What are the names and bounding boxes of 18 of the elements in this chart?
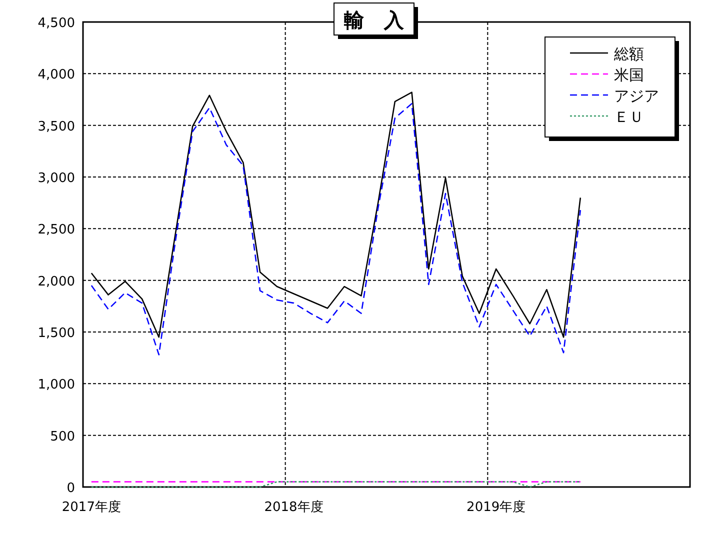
legend-label: 総額 (613, 45, 644, 63)
x-tick-label: 2019年度 (466, 499, 526, 515)
y-tick-label: 1,500 (38, 326, 75, 341)
y-tick-label: 4,000 (38, 68, 75, 83)
y-tick-label: 0 (66, 481, 75, 496)
y-tick-label: 3,000 (38, 171, 75, 186)
legend-label: ＥＵ (614, 108, 644, 126)
legend-label: アジア (614, 87, 659, 105)
y-tick-label: 500 (50, 429, 75, 444)
x-tick-label: 2017年度 (62, 499, 121, 515)
y-tick-label: 4,500 (38, 16, 75, 31)
y-tick-label: 2,000 (38, 274, 75, 290)
x-tick-label: 2018年度 (264, 499, 324, 515)
chart-title: 輸 入 (343, 8, 405, 32)
y-tick-label: 1,000 (38, 378, 75, 393)
legend-label: 米国 (614, 66, 644, 84)
y-tick-label: 3,500 (38, 119, 75, 134)
y-tick-label: 2,500 (38, 222, 75, 238)
